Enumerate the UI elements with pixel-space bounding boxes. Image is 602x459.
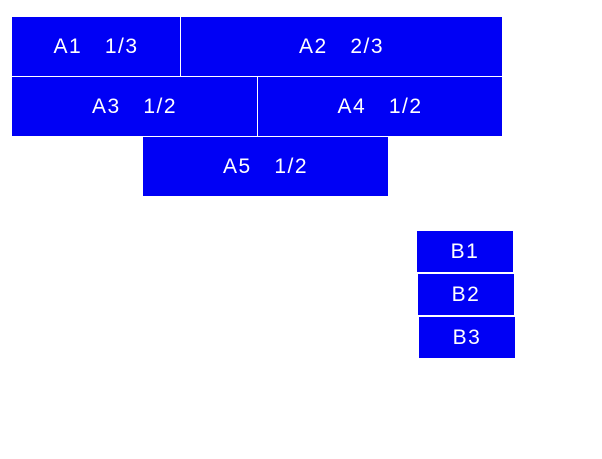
block-a1[interactable]: A1 1/3 (12, 17, 180, 76)
block-b1[interactable]: B1 (417, 231, 513, 272)
block-b3[interactable]: B3 (419, 317, 515, 358)
block-a3[interactable]: A3 1/2 (12, 77, 257, 136)
block-b2[interactable]: B2 (418, 274, 514, 315)
block-a4[interactable]: A4 1/2 (258, 77, 502, 136)
block-a5[interactable]: A5 1/2 (143, 137, 388, 196)
block-a2[interactable]: A2 2/3 (181, 17, 502, 76)
